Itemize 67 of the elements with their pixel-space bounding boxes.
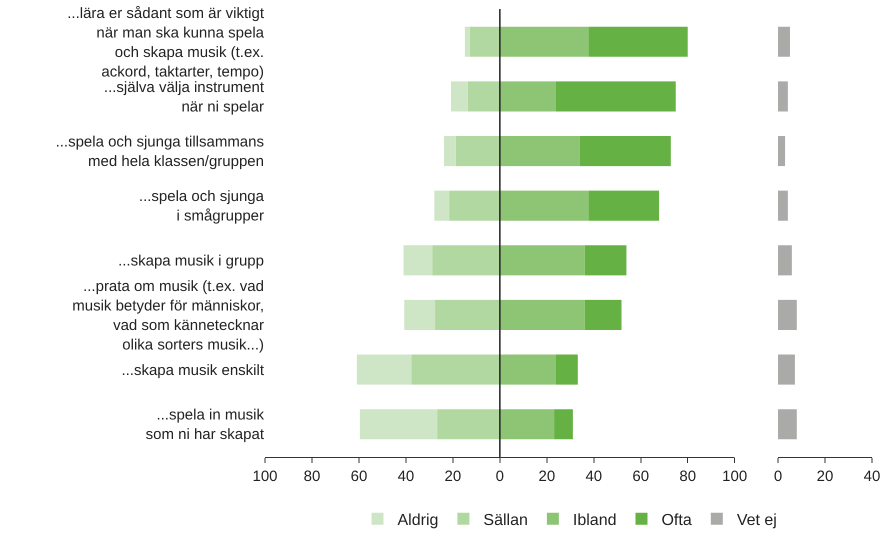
x-tick-label: 80 xyxy=(304,468,320,485)
bar xyxy=(500,136,580,166)
bar xyxy=(432,245,500,276)
bar xyxy=(778,245,792,276)
bar xyxy=(580,136,671,166)
bar xyxy=(468,81,500,112)
y-tick-label: ...spela in musik som ni har skapat xyxy=(146,406,265,444)
x-tick-label: 40 xyxy=(864,468,880,485)
bar xyxy=(356,354,412,385)
bar xyxy=(500,81,556,112)
x-tick-label: 40 xyxy=(398,468,414,485)
bar xyxy=(360,409,438,440)
legend-label: Sällan xyxy=(483,512,528,529)
x-tick-label: 20 xyxy=(444,468,462,485)
legend-label: Ibland xyxy=(572,512,616,529)
bar xyxy=(404,300,436,330)
bar xyxy=(456,136,500,166)
bar xyxy=(588,26,688,57)
legend-label: Vet ej xyxy=(736,512,777,529)
bar xyxy=(451,81,468,112)
y-tick-label: ...själva välja instrument när ni spelar xyxy=(104,78,265,116)
bar xyxy=(584,300,622,330)
bar xyxy=(778,26,790,57)
bar xyxy=(778,409,797,440)
x-tick-label: 40 xyxy=(585,468,602,485)
y-tick-label: ...skapa musik i grupp xyxy=(118,252,264,270)
bar xyxy=(500,190,589,221)
legend-label: Ofta xyxy=(661,512,692,529)
bar xyxy=(500,300,585,330)
bar xyxy=(778,136,786,166)
bar xyxy=(778,354,795,385)
y-tick-label: ...spela och sjunga i smågrupper xyxy=(138,188,265,225)
bar xyxy=(434,190,450,221)
bar xyxy=(411,354,500,385)
bar xyxy=(464,26,470,57)
bar xyxy=(588,190,660,221)
bar xyxy=(500,245,585,276)
y-tick-label: ...skapa musik enskilt xyxy=(121,362,265,379)
bar xyxy=(556,81,676,112)
x-tick-label: 0 xyxy=(774,468,782,485)
bar xyxy=(470,26,500,57)
x-tick-label: 0 xyxy=(496,468,504,485)
bar xyxy=(778,300,797,330)
bar xyxy=(500,26,589,57)
bar xyxy=(437,409,500,440)
x-tick-label: 20 xyxy=(816,468,834,485)
x-tick-label: 60 xyxy=(350,468,368,485)
bar xyxy=(584,245,626,276)
bar xyxy=(435,300,500,330)
bar xyxy=(500,409,554,440)
bar xyxy=(500,354,556,385)
x-tick-label: 80 xyxy=(679,468,696,485)
y-tick-label: ...spela och sjunga tillsammans med hela klassen/gruppen xyxy=(56,134,264,170)
bar xyxy=(556,354,578,385)
bar xyxy=(778,81,788,112)
x-tick-label: 100 xyxy=(722,468,748,485)
y-tick-label: ...lära er sådant som är viktigt när man ska kunna spela och skapa musik (t.ex. ackord, taktarter, tempo) xyxy=(67,4,265,80)
bar xyxy=(444,136,456,166)
bar xyxy=(554,409,573,440)
bar xyxy=(404,245,432,276)
bar xyxy=(449,190,500,221)
bar xyxy=(778,190,788,221)
x-tick-label: 100 xyxy=(252,468,278,485)
x-tick-label: 60 xyxy=(632,468,650,485)
y-tick-label: ...prata om musik (t.ex. vad musik betyder för människor, vad som kännetecknar olika sorters musik...) xyxy=(72,278,264,354)
legend-label: Aldrig xyxy=(398,512,438,529)
x-tick-label: 20 xyxy=(538,468,556,485)
